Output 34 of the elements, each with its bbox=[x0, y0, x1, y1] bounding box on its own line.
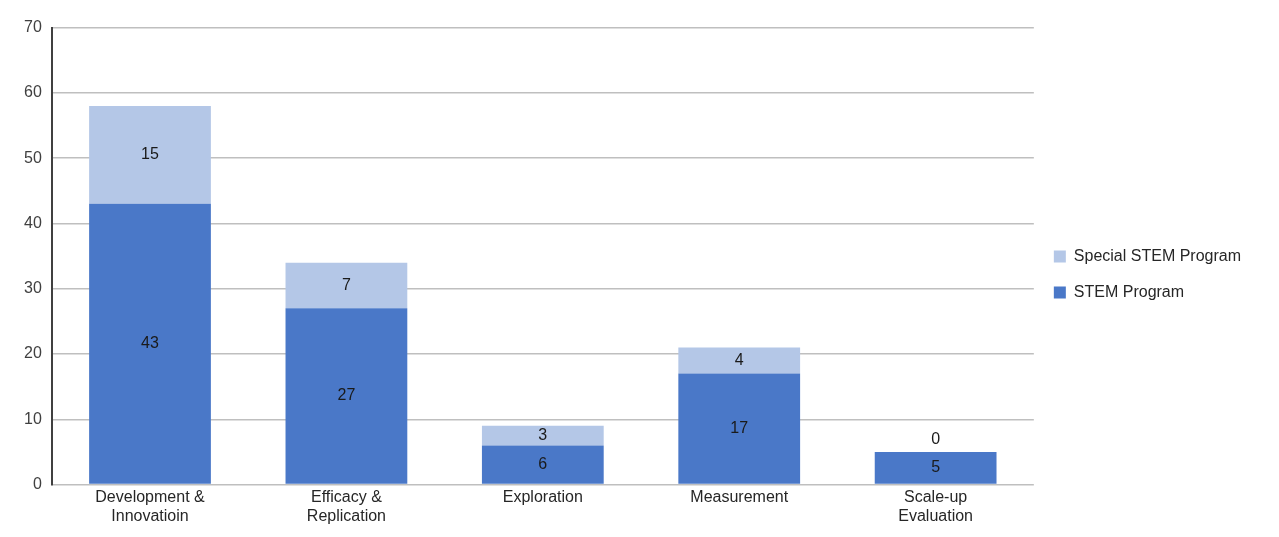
data-label: 6 bbox=[538, 455, 548, 473]
y-tick-label: 50 bbox=[24, 148, 42, 166]
bar bbox=[481, 445, 604, 484]
data-label: 0 bbox=[931, 430, 941, 448]
y-tick-label: 0 bbox=[32, 475, 42, 493]
x-tick-label: Scale-up Evaluation bbox=[898, 487, 973, 524]
legend-label: STEM Program bbox=[1073, 282, 1185, 300]
data-label: 27 bbox=[337, 386, 356, 404]
y-tick-label: 20 bbox=[24, 344, 42, 362]
y-tick-label: 60 bbox=[24, 83, 42, 101]
bar bbox=[89, 203, 211, 484]
y-tick-label: 10 bbox=[24, 409, 42, 427]
data-label: 3 bbox=[538, 426, 548, 444]
bar bbox=[285, 308, 408, 484]
bar bbox=[678, 373, 801, 484]
data-label: 43 bbox=[141, 334, 159, 352]
data-label: 4 bbox=[734, 350, 744, 368]
legend-label: Special STEM Program bbox=[1073, 246, 1242, 264]
bar bbox=[874, 451, 997, 484]
data-label: 7 bbox=[341, 275, 351, 293]
y-tick-label: 40 bbox=[24, 213, 42, 231]
bar bbox=[89, 105, 211, 204]
data-label: 17 bbox=[730, 419, 749, 437]
x-tick-label: Measurement bbox=[690, 487, 789, 505]
data-label: 15 bbox=[141, 145, 159, 163]
data-label: 5 bbox=[931, 458, 941, 476]
bar bbox=[285, 262, 408, 309]
y-tick-label: 70 bbox=[24, 18, 42, 36]
bar bbox=[481, 425, 604, 446]
x-tick-label: Efficacy & Replication bbox=[306, 487, 386, 524]
x-tick-label: Exploration bbox=[502, 487, 583, 505]
y-tick-label: 30 bbox=[24, 279, 42, 297]
x-tick-label: Development & Innovatioin bbox=[95, 487, 206, 524]
bar bbox=[678, 347, 801, 374]
